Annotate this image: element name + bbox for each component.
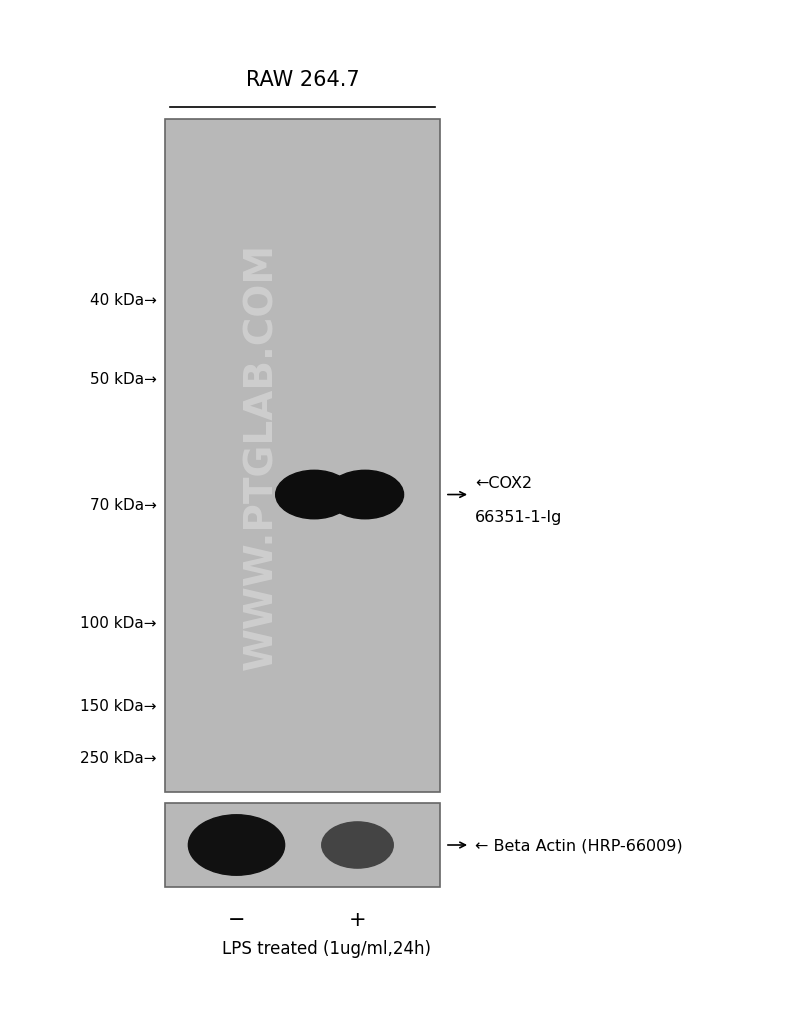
Text: ←COX2: ←COX2 <box>475 475 532 490</box>
Text: 70 kDa→: 70 kDa→ <box>90 497 157 513</box>
Ellipse shape <box>276 471 352 520</box>
Text: −: − <box>228 909 245 929</box>
Text: 66351-1-Ig: 66351-1-Ig <box>475 510 562 524</box>
Text: WWW.PTGLAB.COM: WWW.PTGLAB.COM <box>243 243 280 669</box>
Bar <box>165 120 440 792</box>
Text: 50 kDa→: 50 kDa→ <box>90 371 157 386</box>
Ellipse shape <box>326 471 404 520</box>
Text: 150 kDa→: 150 kDa→ <box>81 699 157 713</box>
Text: 100 kDa→: 100 kDa→ <box>81 615 157 631</box>
Text: LPS treated (1ug/ml,24h): LPS treated (1ug/ml,24h) <box>223 940 431 957</box>
Text: 40 kDa→: 40 kDa→ <box>90 292 157 308</box>
Ellipse shape <box>188 815 284 875</box>
Ellipse shape <box>322 822 393 868</box>
Text: 250 kDa→: 250 kDa→ <box>81 750 157 764</box>
Text: +: + <box>348 909 367 929</box>
Text: ← Beta Actin (HRP-66009): ← Beta Actin (HRP-66009) <box>475 838 683 853</box>
Bar <box>165 803 440 888</box>
Text: RAW 264.7: RAW 264.7 <box>246 70 359 90</box>
